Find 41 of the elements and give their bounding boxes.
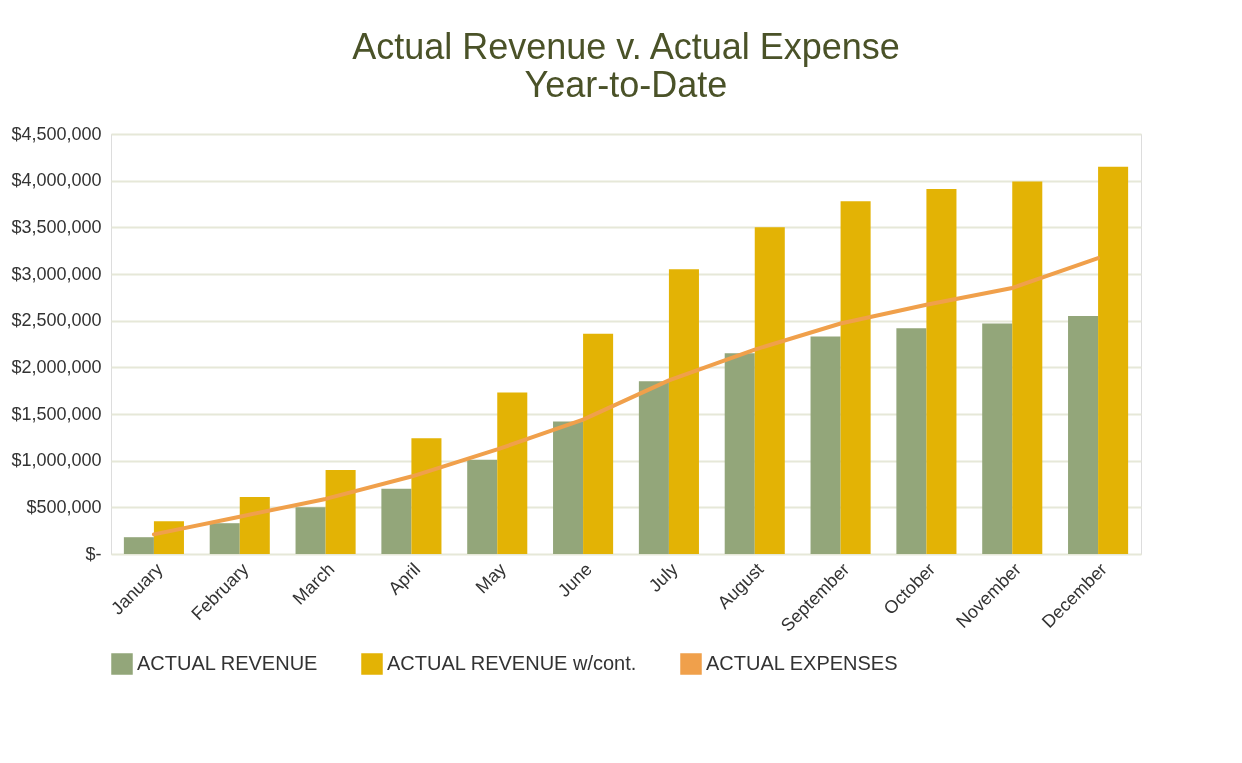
y-tick-label: $1,500,000 [11, 403, 102, 424]
bar [840, 201, 871, 554]
y-tick-label: $3,500,000 [11, 216, 102, 237]
y-tick-label: $2,500,000 [11, 310, 102, 331]
text: Year-to-Date [524, 64, 728, 105]
bar [724, 353, 755, 554]
bar [209, 523, 240, 554]
y-tick-label: $2,000,000 [11, 356, 102, 377]
legend-label: ACTUAL EXPENSES [706, 652, 898, 674]
y-tick-label: $- [85, 543, 102, 564]
bar [467, 459, 498, 554]
bar [810, 336, 841, 554]
bar [411, 438, 442, 554]
bar [638, 381, 669, 554]
x-tick-label: July [644, 559, 682, 596]
y-tick-label: $4,000,000 [11, 170, 102, 191]
bar [497, 392, 528, 554]
bar [1098, 166, 1129, 554]
bar [553, 421, 584, 554]
text: Actual Revenue v. Actual Expense [352, 26, 900, 67]
line-series [151, 256, 1101, 537]
bar [754, 227, 785, 554]
bar [239, 497, 270, 554]
bar [381, 488, 412, 554]
y-tick-label: $500,000 [26, 496, 102, 517]
bar [668, 269, 699, 554]
bar [295, 507, 326, 554]
bar [1012, 181, 1043, 554]
y-tick-label: $4,500,000 [11, 123, 102, 144]
y-tick-label: $1,000,000 [11, 450, 102, 471]
legend-label: ACTUAL REVENUE w/cont. [387, 652, 637, 674]
x-tick-label: May [471, 559, 510, 598]
y-tick-label: $3,000,000 [11, 263, 102, 284]
bar [583, 333, 614, 554]
legend-label: ACTUAL REVENUE [137, 652, 318, 674]
bar [123, 537, 154, 554]
bar [325, 470, 356, 554]
bar [896, 328, 927, 554]
bar [982, 323, 1013, 554]
bar [926, 189, 957, 554]
bar [1068, 316, 1099, 554]
